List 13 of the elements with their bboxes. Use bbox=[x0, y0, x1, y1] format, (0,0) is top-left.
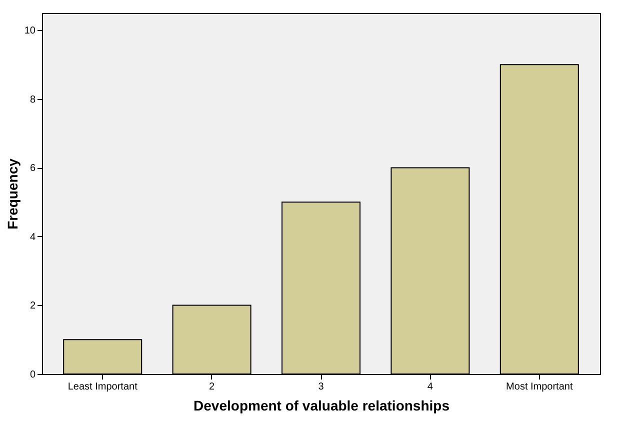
y-tick-label: 4 bbox=[30, 232, 36, 243]
x-tick-label: Most Important bbox=[506, 382, 573, 392]
x-tick-label: Least Important bbox=[68, 382, 138, 392]
y-tick-label: 6 bbox=[30, 163, 36, 174]
y-tick-label: 8 bbox=[30, 94, 36, 106]
y-tick-label: 0 bbox=[30, 370, 36, 380]
y-tick-label: 2 bbox=[30, 300, 36, 312]
x-tick-label: 2 bbox=[209, 382, 216, 392]
x-tick-label: 3 bbox=[318, 382, 324, 392]
x-axis-title: Development of valuable relationships bbox=[194, 398, 450, 414]
y-tick-label: 10 bbox=[24, 26, 36, 37]
y-axis-title: Frequency bbox=[4, 158, 20, 230]
x-tick-label: 4 bbox=[427, 382, 434, 392]
